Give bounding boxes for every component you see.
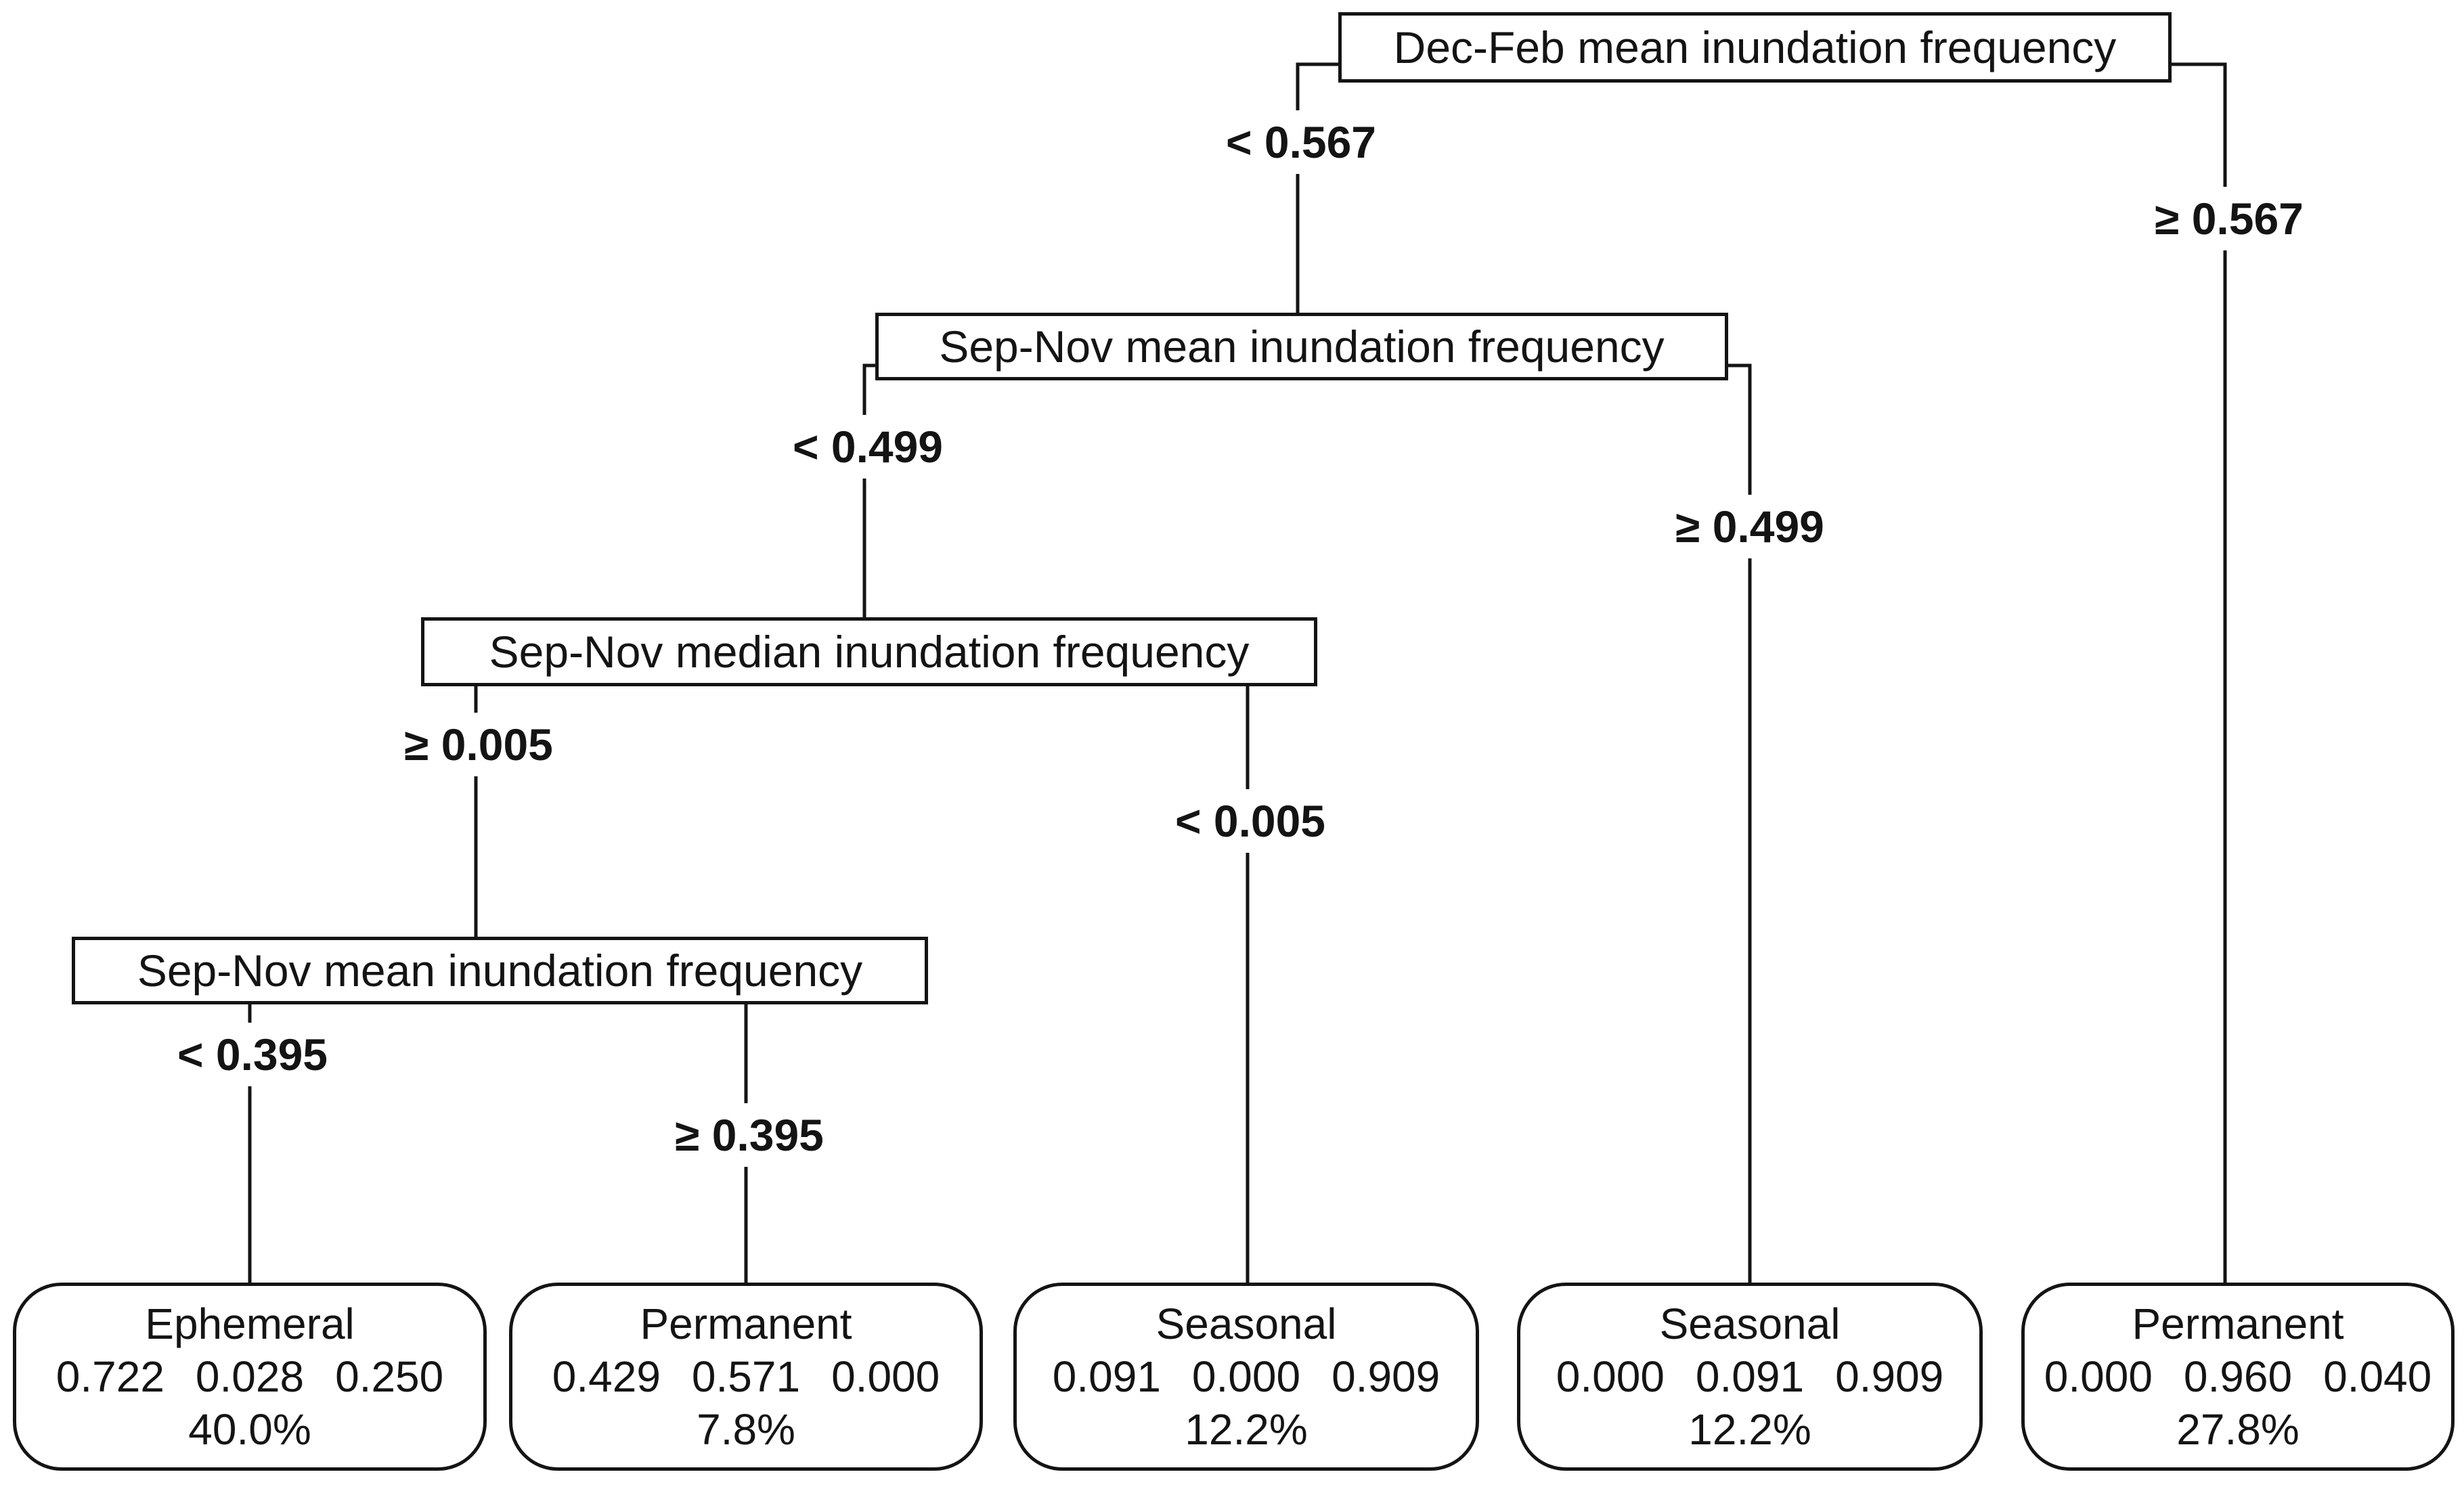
- leaf-node-seasonal: Seasonal 0.000 0.091 0.909 12.2%: [1517, 1283, 1983, 1471]
- branch-condition-label: ≥ 0.567: [2142, 187, 2316, 250]
- leaf-probability: 0.429: [552, 1352, 661, 1401]
- branch-condition-label: ≥ 0.499: [1663, 495, 1836, 558]
- leaf-percent: 40.0%: [188, 1405, 311, 1454]
- leaf-percent: 27.8%: [2176, 1405, 2300, 1454]
- leaf-probability: 0.909: [1835, 1352, 1944, 1401]
- decision-node-label: Sep-Nov mean inundation frequency: [137, 946, 863, 996]
- decision-node-label: Sep-Nov median inundation frequency: [489, 627, 1250, 677]
- leaf-percent: 12.2%: [1185, 1405, 1308, 1454]
- decision-node-sep-nov-median: Sep-Nov median inundation frequency: [421, 617, 1317, 686]
- leaf-class-probabilities: 0.000 0.960 0.040: [2044, 1355, 2432, 1398]
- leaf-probability: 0.571: [691, 1352, 801, 1401]
- branch-line-b4: [1728, 363, 1752, 1283]
- leaf-probability: 0.000: [1191, 1352, 1301, 1401]
- decision-node-label: Dec-Feb mean inundation frequency: [1393, 22, 2117, 72]
- leaf-probability: 0.250: [335, 1352, 444, 1401]
- decision-node-dec-feb-mean: Dec-Feb mean inundation frequency: [1338, 12, 2172, 83]
- leaf-probability: 0.000: [831, 1352, 940, 1401]
- leaf-node-permanent: Permanent 0.000 0.960 0.040 27.8%: [2021, 1283, 2455, 1471]
- branch-line-b2: [2172, 62, 2227, 1283]
- branch-condition-label: ≥ 0.005: [392, 713, 565, 776]
- leaf-probability: 0.722: [56, 1352, 164, 1401]
- leaf-class-probabilities: 0.091 0.000 0.909: [1053, 1355, 1440, 1398]
- leaf-class-label: Seasonal: [1659, 1299, 1841, 1348]
- leaf-percent: 12.2%: [1688, 1405, 1811, 1454]
- branch-condition-label: < 0.499: [780, 415, 956, 479]
- leaf-probability: 0.000: [1556, 1352, 1665, 1401]
- branch-condition-label: < 0.005: [1162, 789, 1338, 853]
- branch-line-b3: [862, 363, 875, 617]
- branch-condition-label: ≥ 0.395: [663, 1103, 836, 1167]
- leaf-probability: 0.000: [2044, 1352, 2153, 1401]
- leaf-class-label: Permanent: [640, 1299, 852, 1348]
- decision-node-sep-nov-mean-upper: Sep-Nov mean inundation frequency: [875, 313, 1728, 380]
- leaf-probability: 0.091: [1052, 1352, 1161, 1401]
- leaf-node-permanent: Permanent 0.429 0.571 0.000 7.8%: [509, 1283, 983, 1471]
- leaf-probability: 0.028: [195, 1352, 305, 1401]
- decision-node-label: Sep-Nov mean inundation frequency: [939, 321, 1665, 372]
- leaf-class-probabilities: 0.429 0.571 0.000: [552, 1355, 940, 1398]
- leaf-percent: 7.8%: [697, 1405, 795, 1454]
- leaf-class-label: Seasonal: [1156, 1299, 1337, 1348]
- leaf-probability: 0.091: [1695, 1352, 1805, 1401]
- leaf-probability: 0.909: [1332, 1352, 1440, 1401]
- leaf-probability: 0.960: [2183, 1352, 2293, 1401]
- leaf-node-seasonal: Seasonal 0.091 0.000 0.909 12.2%: [1013, 1283, 1479, 1471]
- leaf-class-probabilities: 0.000 0.091 0.909: [1556, 1355, 1943, 1398]
- leaf-class-label: Permanent: [2132, 1299, 2344, 1348]
- leaf-class-probabilities: 0.722 0.028 0.250: [56, 1355, 443, 1398]
- branch-condition-label: < 0.395: [164, 1023, 340, 1086]
- branch-line-b1: [1296, 62, 1338, 313]
- leaf-probability: 0.040: [2323, 1352, 2432, 1401]
- leaf-class-label: Ephemeral: [145, 1299, 355, 1348]
- decision-node-sep-nov-mean-lower: Sep-Nov mean inundation frequency: [72, 937, 928, 1004]
- leaf-node-ephemeral: Ephemeral 0.722 0.028 0.250 40.0%: [13, 1283, 487, 1471]
- branch-condition-label: < 0.567: [1213, 110, 1389, 174]
